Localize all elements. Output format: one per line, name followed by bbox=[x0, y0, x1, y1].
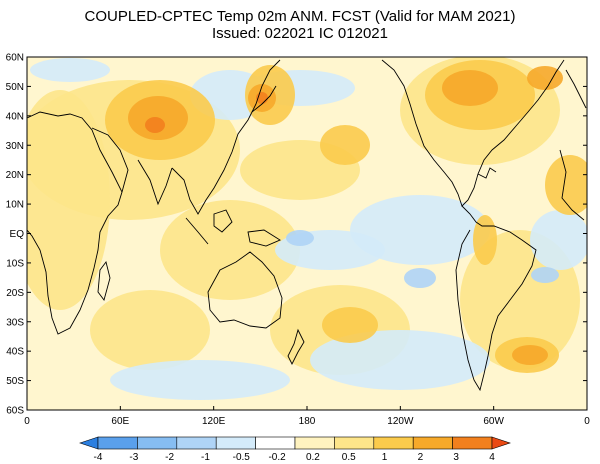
longitude-axis: 0 60E 120E 180 120W 60W 0 bbox=[24, 406, 590, 427]
anomaly-blob bbox=[545, 155, 587, 215]
colorbar-segment bbox=[334, 436, 375, 450]
colorbar-label: 4 bbox=[489, 452, 495, 463]
borneo-coast bbox=[213, 209, 233, 233]
colorbar-arrow-left bbox=[79, 436, 99, 450]
europe-coast bbox=[565, 69, 587, 109]
anomaly-blob bbox=[322, 307, 378, 343]
newzealand-coast bbox=[287, 328, 305, 366]
lat-label: 60S bbox=[6, 406, 24, 417]
colorbar-label: 2 bbox=[418, 452, 424, 463]
anomaly-blob bbox=[160, 200, 300, 300]
anomaly-blob bbox=[90, 290, 210, 370]
lon-label: 0 bbox=[24, 416, 30, 427]
gulf-coast bbox=[477, 167, 497, 179]
africa-coast bbox=[27, 111, 123, 335]
sumatra-coast bbox=[185, 217, 209, 245]
lat-label: 50N bbox=[6, 82, 24, 93]
colorbar: -4 -3 -2 -1 -0.5 -0.2 0.2 0.5 1 2 3 4 bbox=[79, 436, 511, 463]
anomaly-blob bbox=[527, 66, 563, 90]
india-coast bbox=[137, 159, 173, 206]
lat-label: 10N bbox=[6, 200, 24, 211]
lon-label: 60E bbox=[111, 416, 129, 427]
anomaly-blob bbox=[350, 195, 490, 265]
arabia-coast bbox=[91, 127, 129, 193]
lon-label: 60W bbox=[483, 416, 504, 427]
southamerica-coast bbox=[455, 205, 537, 392]
iberia-coast bbox=[559, 149, 585, 221]
colorbar-label: -0.2 bbox=[268, 452, 286, 463]
colorbar-label: 0.5 bbox=[342, 452, 356, 463]
lon-label: 120E bbox=[202, 416, 226, 427]
colorbar-segment bbox=[215, 436, 256, 450]
anomaly-blob bbox=[30, 58, 110, 82]
colorbar-segment bbox=[452, 436, 493, 450]
colorbar-segment bbox=[176, 436, 217, 450]
anomaly-blob bbox=[110, 360, 290, 400]
anomaly-blob bbox=[286, 230, 314, 246]
anomaly-blob bbox=[473, 215, 497, 265]
lat-label: 50S bbox=[6, 376, 24, 387]
australia-coast bbox=[207, 251, 283, 329]
colorbar-label: -3 bbox=[129, 452, 138, 463]
lat-label: 30S bbox=[6, 317, 24, 328]
anomaly-blob bbox=[531, 267, 559, 283]
lat-label: 20N bbox=[6, 170, 24, 181]
colorbar-segment bbox=[255, 436, 296, 450]
lat-label: 30N bbox=[6, 141, 24, 152]
colorbar-label: 1 bbox=[382, 452, 388, 463]
lat-label: 10S bbox=[6, 258, 24, 269]
colorbar-label: 0.2 bbox=[306, 452, 320, 463]
lat-label: EQ bbox=[10, 229, 25, 240]
japan-coast bbox=[251, 85, 277, 113]
colorbar-segment bbox=[294, 436, 335, 450]
colorbar-label: -1 bbox=[201, 452, 210, 463]
madagascar-coast bbox=[97, 260, 111, 302]
lon-label: 180 bbox=[299, 416, 316, 427]
anomaly-blob bbox=[27, 90, 110, 310]
northamerica-coast bbox=[381, 59, 565, 207]
latitude-axis: 60N 50N 40N 30N 20N 10N EQ 10S 20S 30S 40S 50S 60S bbox=[6, 53, 587, 417]
lon-label: 0 bbox=[584, 416, 590, 427]
colorbar-label: -2 bbox=[165, 452, 174, 463]
newguinea-coast bbox=[247, 229, 281, 247]
map-subtitle: Issued: 022021 IC 012021 bbox=[212, 25, 388, 42]
eastasia-coast bbox=[171, 59, 281, 215]
anomaly-blob bbox=[404, 268, 436, 288]
colorbar-label: 3 bbox=[453, 452, 459, 463]
colorbar-segment bbox=[137, 436, 178, 450]
anomaly-blob bbox=[530, 210, 587, 270]
colorbar-segment bbox=[412, 436, 453, 450]
colorbar-label: -4 bbox=[94, 452, 103, 463]
anomaly-blob bbox=[512, 345, 548, 365]
coastlines bbox=[27, 59, 587, 392]
colorbar-label: -0.5 bbox=[233, 452, 251, 463]
colorbar-segment bbox=[373, 436, 414, 450]
lon-label: 120W bbox=[387, 416, 414, 427]
lat-label: 40N bbox=[6, 111, 24, 122]
colorbar-segment bbox=[97, 436, 138, 450]
anomaly-blob bbox=[145, 117, 165, 133]
anomaly-field bbox=[27, 57, 587, 410]
anomaly-blob bbox=[442, 70, 498, 106]
lat-label: 60N bbox=[6, 53, 24, 64]
lat-label: 40S bbox=[6, 347, 24, 358]
anomaly-blob bbox=[310, 330, 490, 390]
map-title: COUPLED-CPTEC Temp 02m ANM. FCST (Valid … bbox=[84, 8, 516, 25]
colorbar-arrow-right bbox=[491, 436, 511, 450]
lat-label: 20S bbox=[6, 288, 24, 299]
anomaly-blob bbox=[320, 125, 370, 165]
